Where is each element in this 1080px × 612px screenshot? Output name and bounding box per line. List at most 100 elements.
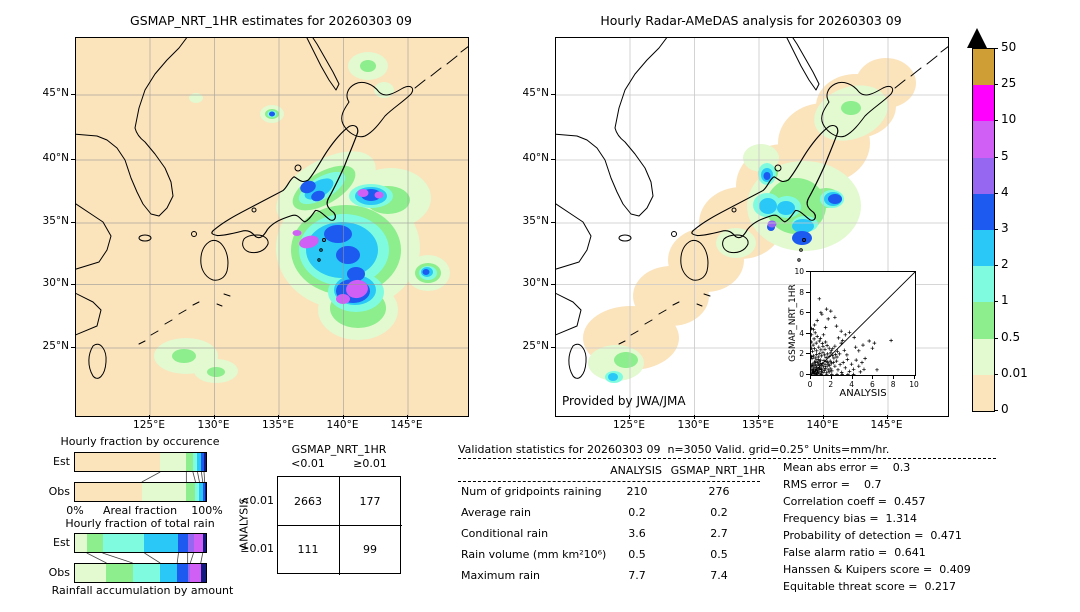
- bar-segment: [203, 453, 206, 471]
- bar-segment: [75, 564, 107, 582]
- bar-row-label: Est: [53, 536, 70, 549]
- contingency-col-label-0: <0.01: [291, 457, 325, 470]
- contingency-cell-11: 99: [363, 543, 377, 556]
- bar-segment: [75, 453, 161, 471]
- inset-y-tick: [806, 271, 810, 272]
- inset-y-tick-label: 0: [799, 370, 804, 379]
- score-line: Probability of detection = 0.471: [783, 529, 962, 542]
- bar-segment: [186, 453, 193, 471]
- colorbar-tick: [994, 84, 998, 86]
- contingency-cell-10: 111: [297, 543, 319, 556]
- map-x-tick-label: 125°E: [613, 419, 645, 431]
- map-x-tick: [822, 415, 824, 419]
- validation-analysis-value: 7.7: [628, 569, 646, 582]
- map-x-tick-label: 140°E: [326, 419, 359, 431]
- map-x-tick: [886, 415, 888, 419]
- bar-segment: [177, 564, 188, 582]
- bar-segment: [195, 483, 200, 501]
- colorbar-tick: [994, 410, 998, 411]
- inset-y-tick: [806, 332, 810, 334]
- map-y-tick: [551, 222, 555, 223]
- map-x-tick-label: 135°E: [262, 419, 294, 431]
- colorbar-tick-label: 50: [1001, 40, 1017, 54]
- contingency-row-label-0: <0.01: [240, 494, 274, 507]
- inset-y-tick-label: 4: [799, 328, 804, 338]
- colorbar-segment: [973, 338, 994, 375]
- inset-x-tick: [830, 376, 832, 379]
- map-x-tick-label: 125°E: [133, 419, 165, 431]
- inset-x-tick: [810, 376, 811, 379]
- map-x-tick-label: 130°E: [197, 419, 230, 431]
- inset-y-tick-label: 8: [799, 287, 804, 297]
- validation-gsmap-value: 2.7: [710, 527, 728, 540]
- colorbar-tick-label: 0.5: [1001, 329, 1021, 344]
- validation-row-label: Num of gridpoints raining: [461, 485, 602, 498]
- bar-segment: [190, 564, 201, 582]
- stacked-bar-est: [74, 452, 207, 472]
- map-x-tick-label: 140°E: [806, 419, 839, 431]
- inset-y-tick-label: 6: [799, 308, 804, 318]
- bar-segment: [187, 534, 194, 552]
- bar-segment: [106, 564, 133, 582]
- validation-row-label: Maximum rain: [461, 569, 540, 582]
- colorbar-overflow-triangle: [967, 28, 987, 48]
- contingency-col-title: GSMAP_NRT_1HR: [291, 443, 387, 456]
- right-map-title: Hourly Radar-AMeDAS analysis for 2026030…: [600, 13, 902, 28]
- map-x-tick-label: 130°E: [677, 419, 710, 431]
- bar-segment: [75, 534, 87, 552]
- score-line: Hanssen & Kuipers score = 0.409: [783, 563, 971, 576]
- bar-segment: [141, 483, 187, 501]
- colorbar-tick: [994, 337, 998, 339]
- colorbar-tick-label: 10: [1001, 112, 1017, 127]
- inset-y-tick: [806, 291, 810, 293]
- inset-x-tick: [851, 376, 853, 379]
- stacked-bar-est: [74, 533, 207, 553]
- map-y-tick: [551, 94, 555, 95]
- colorbar-tick-label: 4: [1001, 184, 1009, 199]
- colorbar-segment: [973, 157, 994, 194]
- bar-segment: [75, 483, 142, 501]
- totalrain-caption: Rainfall accumulation by amount: [51, 584, 234, 597]
- bar-segment: [186, 483, 196, 501]
- inset-x-tick-label: 8: [890, 380, 896, 389]
- map-x-tick-label: 145°E: [870, 419, 903, 431]
- map-y-tick-label: 35°N: [522, 215, 549, 227]
- gsmap-gridlines: [76, 38, 468, 416]
- totalrain-chart-title: Hourly fraction of total rain: [65, 517, 215, 530]
- bar-segment: [202, 483, 205, 501]
- colorbar-segment: [973, 49, 994, 86]
- contingency-divider-h: [278, 525, 402, 526]
- bar-row-label: Est: [53, 455, 70, 468]
- inset-x-tick-label: 10: [909, 380, 919, 389]
- inset-x-tick-label: 2: [828, 380, 834, 389]
- inset-y-tick-label: 2: [799, 349, 804, 359]
- map-x-tick: [213, 415, 215, 419]
- contingency-table: 2663 177 111 99: [277, 476, 402, 575]
- map-y-tick-label: 25°N: [522, 340, 549, 352]
- occurrence-chart-title: Hourly fraction by occurence: [60, 435, 220, 448]
- contingency-cell-01: 177: [359, 495, 381, 508]
- colorbar-tick-label: 0.01: [1001, 365, 1028, 380]
- score-line: RMS error = 0.7: [783, 478, 882, 491]
- colorbar-tick: [994, 156, 998, 158]
- map-x-tick: [342, 415, 344, 419]
- inset-x-tick-label: 0: [807, 380, 813, 389]
- left-map-title: GSMAP_NRT_1HR estimates for 20260303 09: [130, 13, 412, 28]
- colorbar-segment: [973, 121, 994, 158]
- colorbar-tick-label: 25: [1001, 76, 1017, 91]
- bar-segment: [197, 453, 202, 471]
- score-line: Mean abs error = 0.3: [783, 461, 911, 474]
- one-to-one-line: [810, 271, 916, 376]
- map-y-tick: [71, 283, 75, 285]
- inset-x-tick: [893, 376, 895, 379]
- colorbar-tick: [994, 373, 998, 375]
- map-x-tick: [278, 415, 279, 419]
- contingency-cell-00: 2663: [294, 495, 322, 508]
- colorbar-tick-label: 5: [1001, 148, 1009, 163]
- colorbar-segment: [973, 230, 994, 267]
- contingency-col-label-1: ≥0.01: [353, 457, 387, 470]
- inset-scatter-canvas: [809, 271, 916, 377]
- inset-y-tick-label: 10: [794, 267, 804, 276]
- contingency-divider-v: [339, 477, 340, 575]
- inset-x-tick-label: 6: [870, 380, 875, 389]
